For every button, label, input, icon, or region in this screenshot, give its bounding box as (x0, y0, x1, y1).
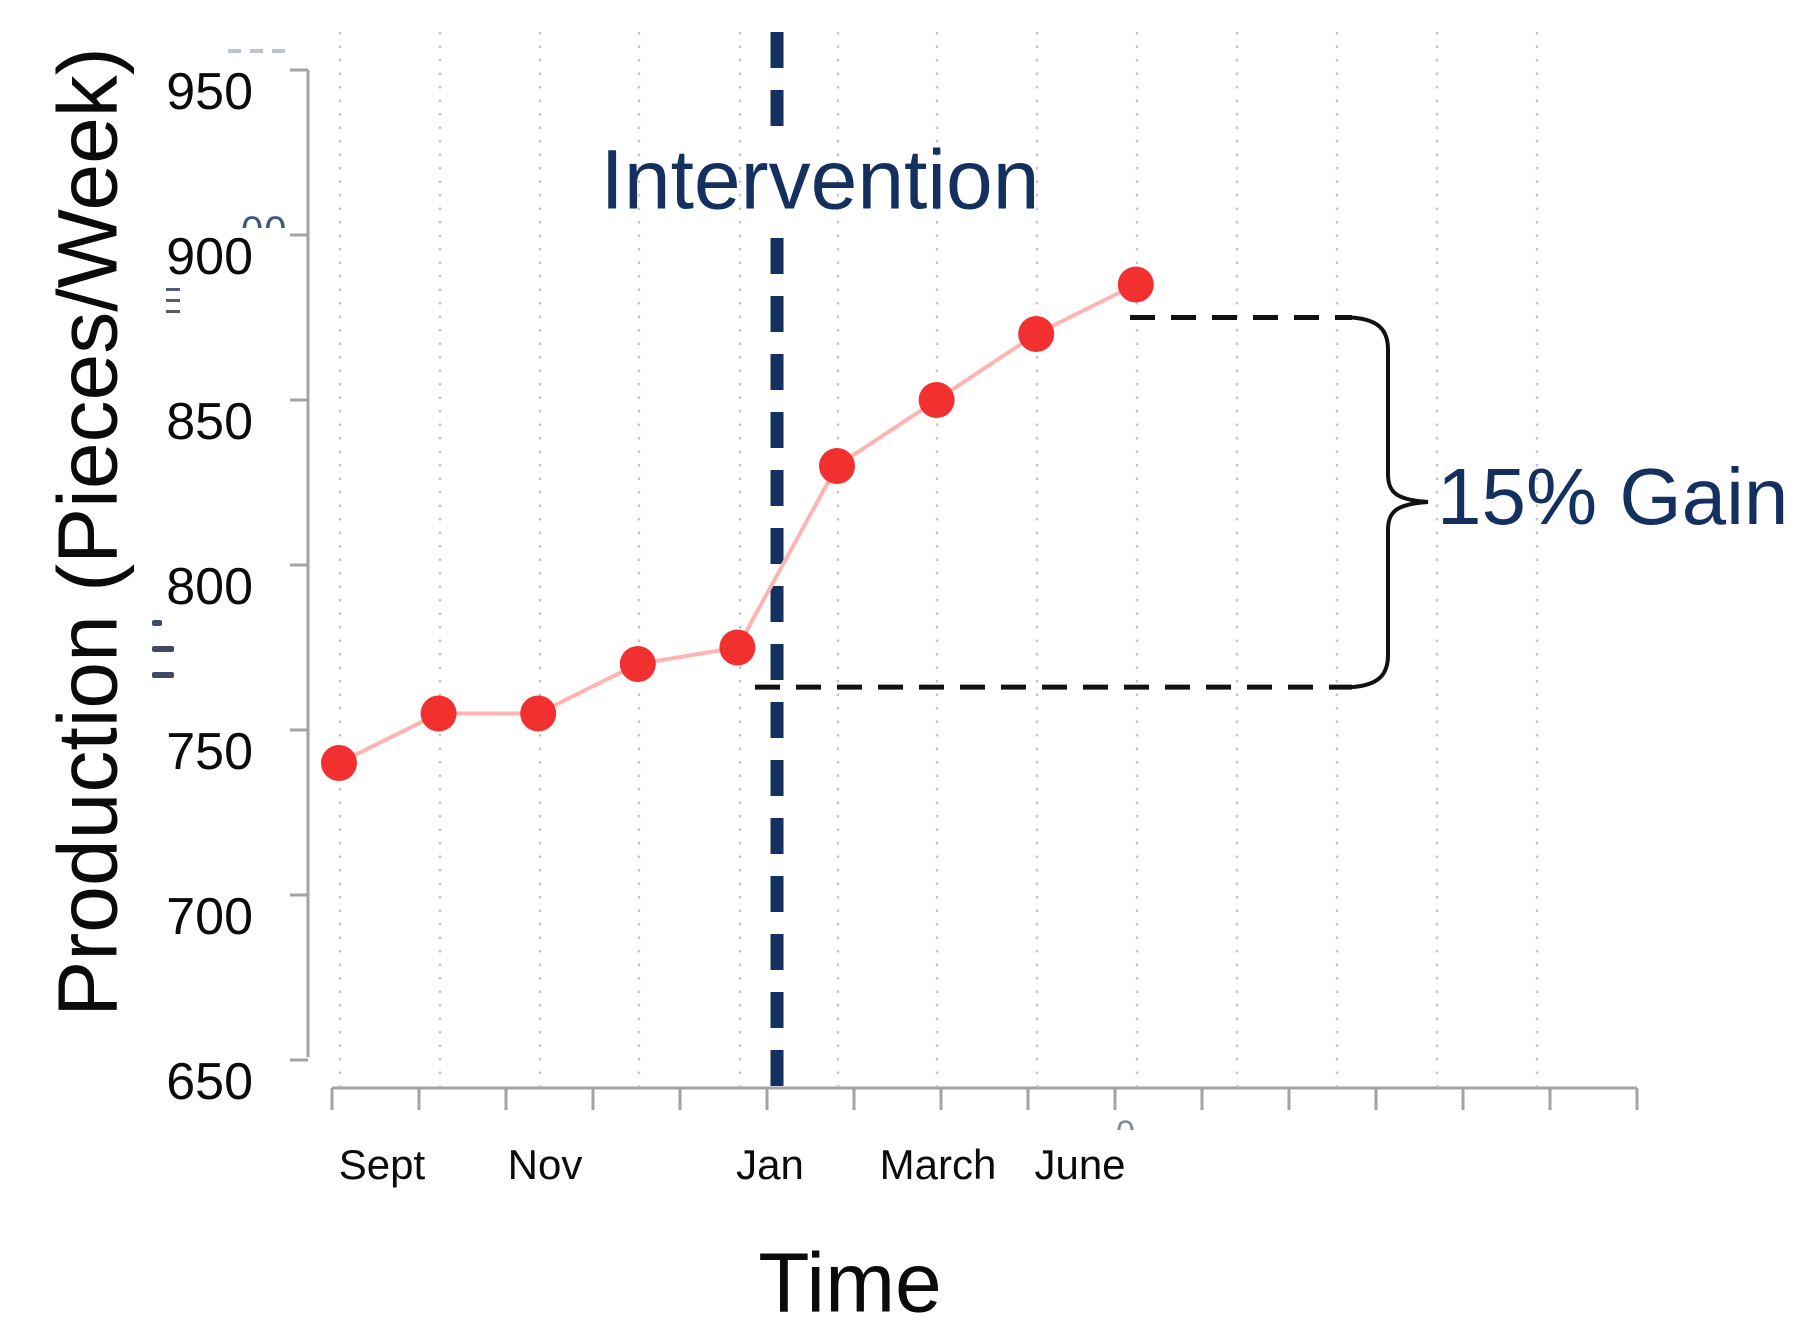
y-tick-label: 750 (166, 723, 253, 781)
x-axis-title: Time (758, 1235, 942, 1330)
data-point (1117, 266, 1154, 303)
series-line (338, 282, 1137, 765)
data-point (719, 629, 756, 666)
x-tick-label: Sept (338, 1141, 426, 1188)
data-point (819, 448, 855, 484)
data-point (321, 745, 357, 781)
gain-curly-brace (1351, 315, 1429, 690)
x-tick-label: March (879, 1141, 997, 1188)
data-point (619, 646, 656, 682)
intervention-annotation-label: Intervention (600, 132, 1040, 227)
y-tick-label: 900 (166, 228, 253, 286)
y-tick-label: 650 (166, 1053, 253, 1111)
data-point (420, 695, 457, 732)
x-tick-label: Jan (736, 1141, 804, 1188)
x-tick-label: Nov (507, 1141, 583, 1188)
data-point (918, 382, 955, 418)
y-tick-label: 700 (166, 888, 253, 946)
gain-annotation-label: 15% Gain (1437, 452, 1789, 541)
y-tick-label: 950 (166, 63, 253, 121)
y-tick-label: 850 (166, 393, 253, 451)
x-tick-label: June (1034, 1141, 1126, 1188)
y-axis-title: Production (Pieces/Week) (40, 47, 135, 1017)
y-tick-label: 800 (166, 558, 253, 616)
data-point (520, 695, 557, 732)
data-point (1018, 316, 1055, 352)
